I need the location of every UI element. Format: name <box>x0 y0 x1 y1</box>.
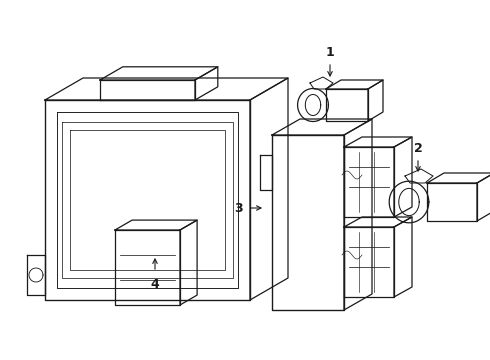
Text: 3: 3 <box>234 202 243 215</box>
Text: 4: 4 <box>150 279 159 292</box>
Text: 2: 2 <box>414 141 422 154</box>
Text: 1: 1 <box>326 45 334 58</box>
